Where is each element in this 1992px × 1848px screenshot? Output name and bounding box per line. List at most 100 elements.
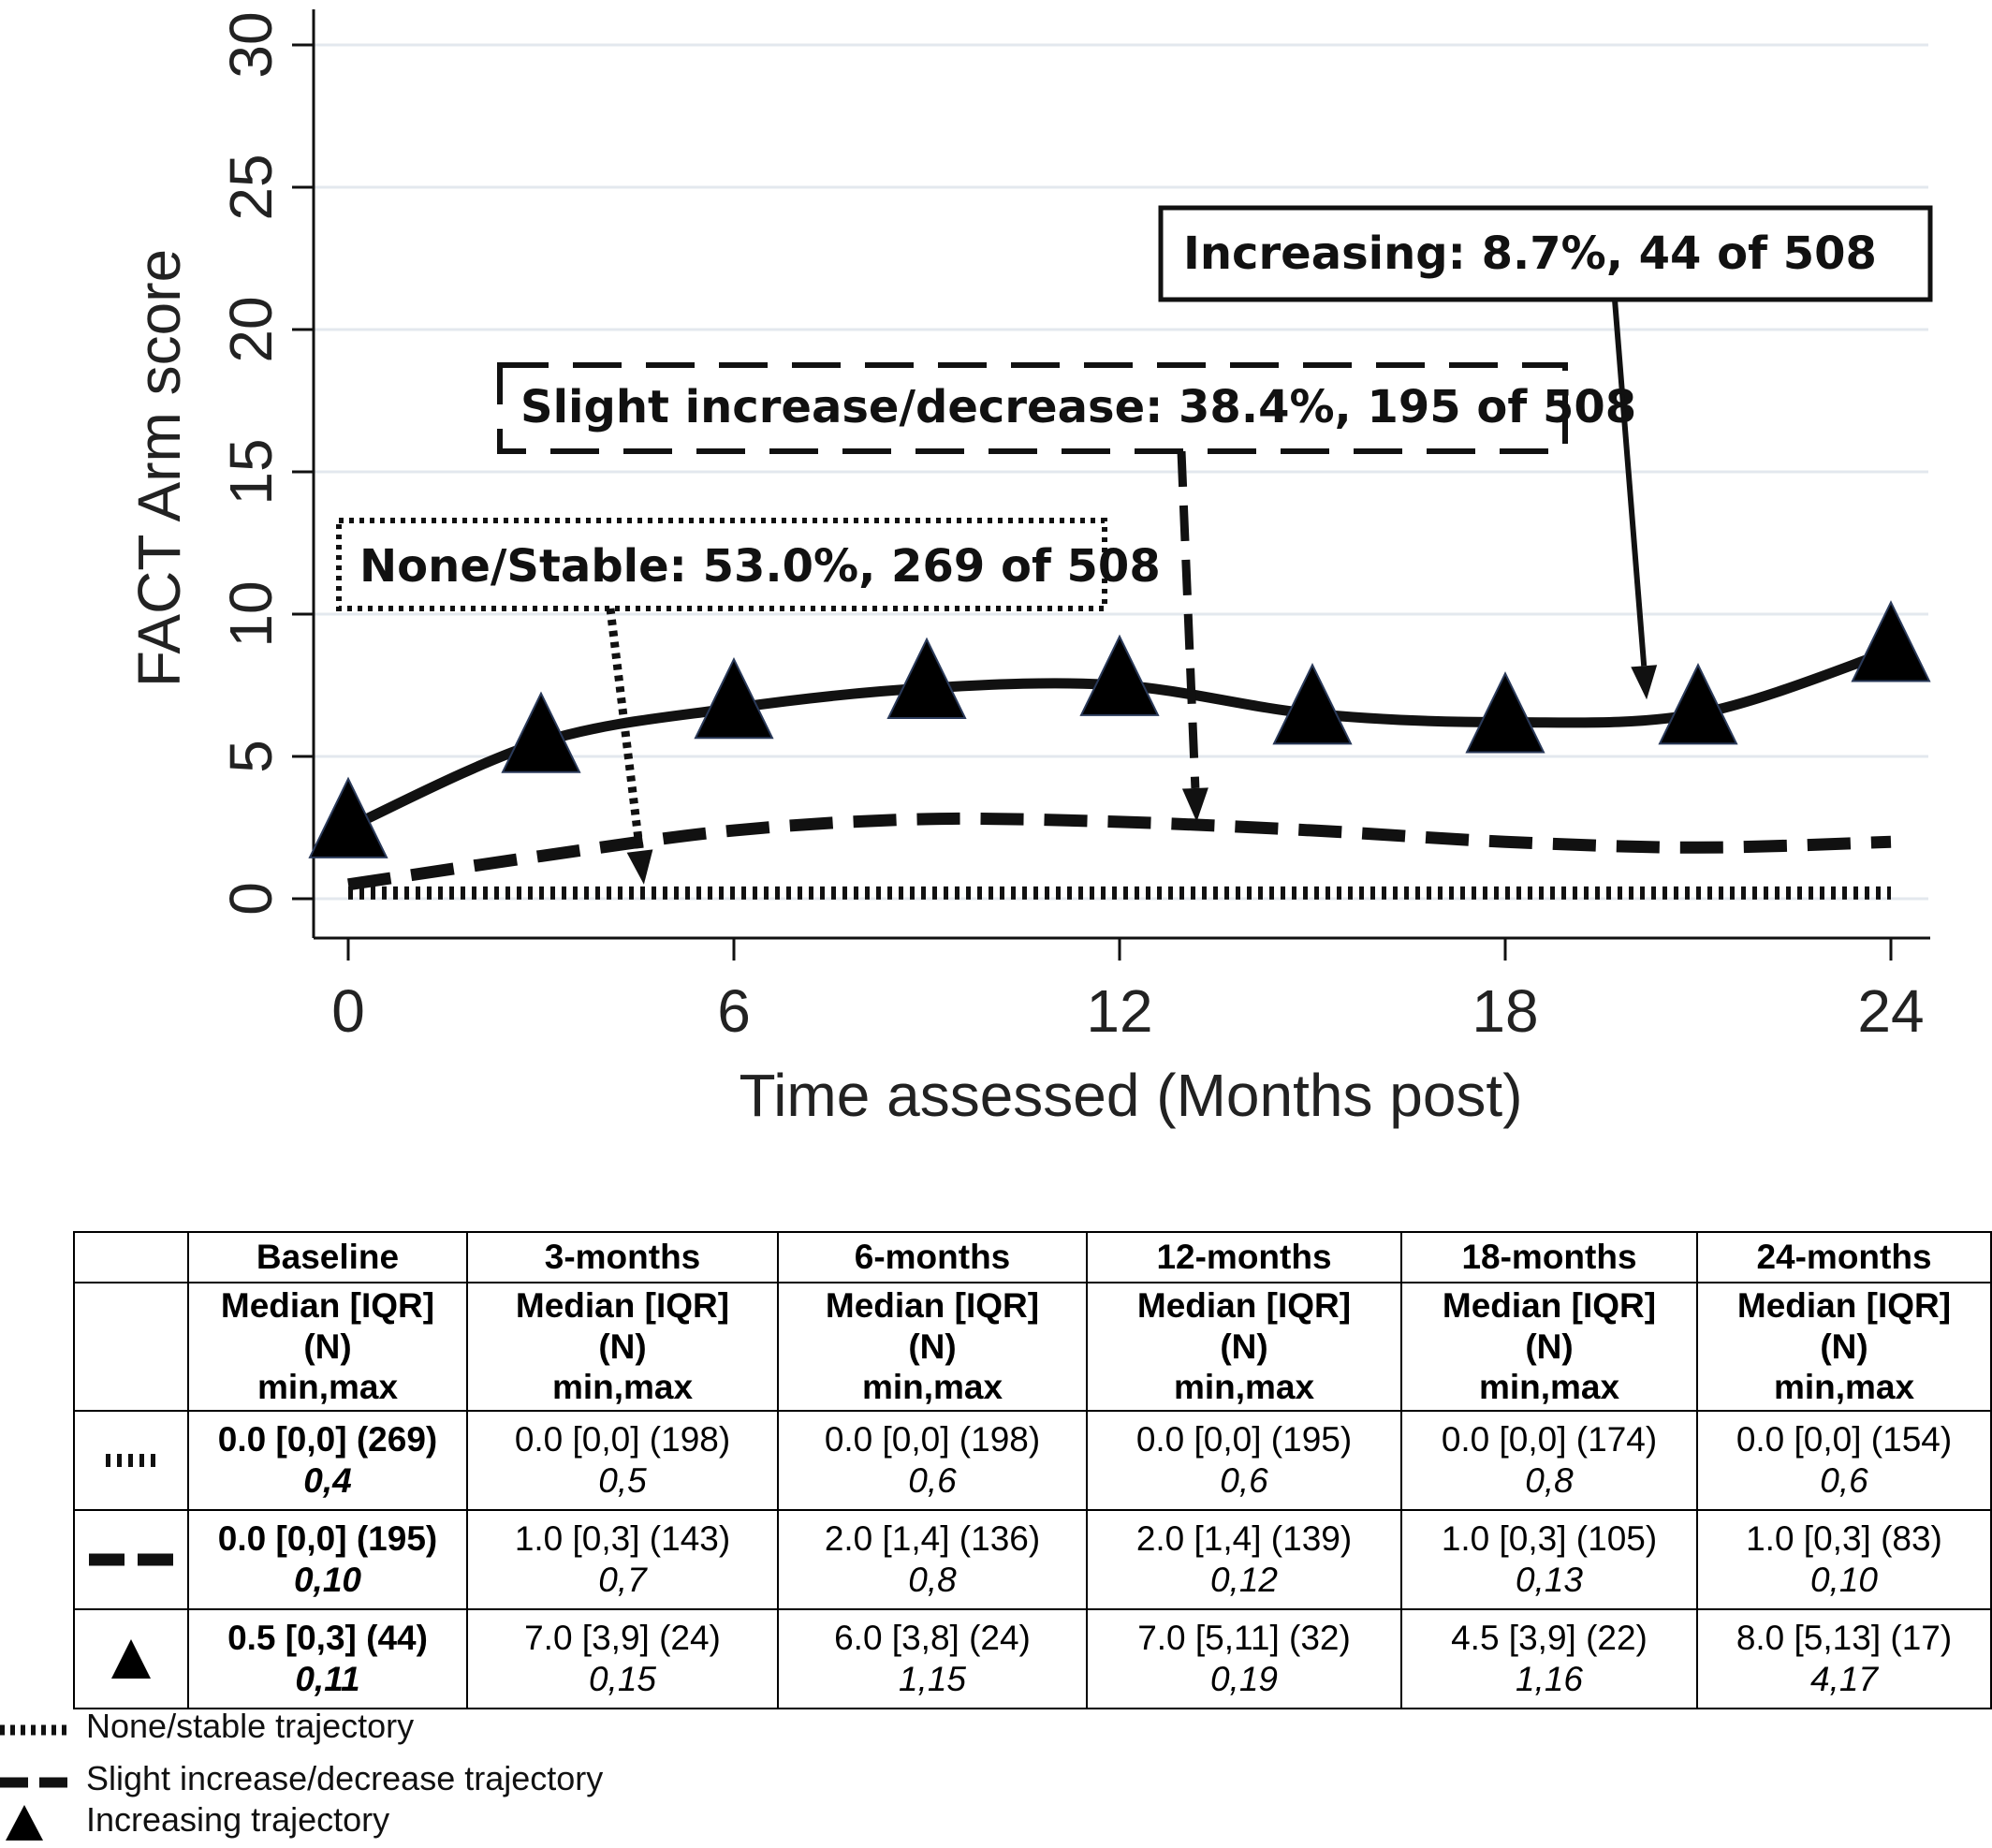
trajectory-symbol-cell bbox=[73, 1409, 189, 1511]
table-value-cell: 4.5 [3,9] (22) 1,16 bbox=[1400, 1607, 1698, 1709]
stat-header-line: Median [IQR] bbox=[515, 1286, 730, 1325]
median-iqr-n: 7.0 [3,9] (24) bbox=[524, 1619, 721, 1658]
median-iqr-n: 0.0 [0,0] (195) bbox=[1135, 1420, 1353, 1459]
annotation-box bbox=[1158, 205, 1933, 302]
table-value-cell: 0.0 [0,0] (195) 0,6 bbox=[1086, 1409, 1402, 1511]
table-row-increasing: 0.5 [0,3] (44) 0,11 7.0 [3,9] (24) 0,15 6.0 … bbox=[73, 1607, 1992, 1709]
median-iqr-n: 0.0 [0,0] (195) bbox=[217, 1519, 438, 1559]
axes bbox=[292, 9, 1930, 961]
increasing-point-marker bbox=[694, 656, 774, 740]
annotation-box bbox=[497, 362, 1568, 454]
y-tick-label: 20 bbox=[217, 296, 285, 362]
stat-header-line: (N) bbox=[303, 1327, 352, 1366]
table-value-cell: 2.0 [1,4] (139) 0,12 bbox=[1086, 1508, 1402, 1610]
y-tick-label: 25 bbox=[217, 154, 285, 220]
stat-header-line: min,max bbox=[551, 1368, 694, 1407]
trajectory-symbol-cell bbox=[73, 1508, 189, 1610]
min-max: 0,5 bbox=[598, 1460, 647, 1500]
table-header-cell: 3-months bbox=[466, 1231, 779, 1283]
min-max: 0,6 bbox=[1220, 1460, 1268, 1500]
median-iqr-n: 0.0 [0,0] (198) bbox=[824, 1420, 1041, 1459]
table-value-cell: 7.0 [5,11] (32) 0,19 bbox=[1086, 1607, 1402, 1709]
y-tick-label: 0 bbox=[217, 882, 285, 916]
stat-header-line: (N) bbox=[908, 1327, 957, 1366]
x-tick-label: 0 bbox=[331, 977, 365, 1045]
y-tick-label: 30 bbox=[217, 11, 285, 78]
annotation-arrow-head bbox=[626, 849, 653, 885]
annotation-arrow-line bbox=[1177, 450, 1200, 789]
table-header-cell: 18-months bbox=[1400, 1231, 1698, 1283]
x-tick-label: 12 bbox=[1086, 977, 1152, 1045]
median-iqr-n: 0.0 [0,0] (198) bbox=[514, 1420, 731, 1459]
median-iqr-n: 6.0 [3,8] (24) bbox=[834, 1619, 1031, 1658]
stat-header-line: (N) bbox=[1220, 1327, 1268, 1366]
triangle-symbol bbox=[6, 1805, 43, 1841]
stat-header-line: Median [IQR] bbox=[1736, 1286, 1952, 1325]
table-value-cell: 8.0 [5,13] (17) 4,17 bbox=[1696, 1607, 1992, 1709]
dashed-trajectory-icon bbox=[89, 1553, 173, 1566]
table-value-cell: 2.0 [1,4] (136) 0,8 bbox=[777, 1508, 1088, 1610]
table-header-row: Baseline 3-months 6-months 12-months 18-mont… bbox=[73, 1231, 1992, 1283]
y-tick-label: 10 bbox=[217, 580, 285, 647]
grid-lines bbox=[314, 43, 1928, 901]
stat-header-line: Median [IQR] bbox=[220, 1286, 435, 1325]
annotation-layer: Increasing: 8.7%, 44 of 508 Slight increa… bbox=[336, 205, 1933, 885]
stat-header-line: (N) bbox=[598, 1327, 647, 1366]
x-axis-title: Time assessed (Months post) bbox=[739, 1062, 1522, 1129]
table-value-cell: 0.0 [0,0] (269) 0,4 bbox=[187, 1409, 468, 1511]
median-iqr-n: 0.0 [0,0] (154) bbox=[1736, 1420, 1953, 1459]
triangle-trajectory-icon bbox=[111, 1638, 151, 1679]
min-max: 0,10 bbox=[293, 1560, 361, 1599]
min-max: 0,19 bbox=[1209, 1659, 1278, 1698]
increasing-point-marker bbox=[501, 691, 581, 773]
annotation-arrow-line bbox=[1612, 299, 1648, 667]
dashed-legend-icon bbox=[0, 1777, 69, 1788]
table-value-cell: 0.0 [0,0] (174) 0,8 bbox=[1400, 1409, 1698, 1511]
table-value-cell: 0.0 [0,0] (154) 0,6 bbox=[1696, 1409, 1992, 1511]
increasing-point-marker bbox=[1851, 600, 1931, 682]
median-iqr-n: 0.0 [0,0] (269) bbox=[217, 1420, 438, 1459]
trajectory-symbol-cell bbox=[73, 1607, 189, 1709]
min-max: 0,6 bbox=[1820, 1460, 1868, 1500]
stat-header-line: Median [IQR] bbox=[1442, 1286, 1657, 1325]
min-max: 0,10 bbox=[1809, 1560, 1878, 1599]
annotation-box bbox=[336, 518, 1107, 611]
stat-header-line: min,max bbox=[1478, 1368, 1620, 1407]
median-iqr-n: 2.0 [1,4] (136) bbox=[824, 1519, 1041, 1559]
table-value-cell: 7.0 [3,9] (24) 0,15 bbox=[466, 1607, 779, 1709]
table-value-cell: 6.0 [3,8] (24) 1,15 bbox=[777, 1607, 1088, 1709]
table-row-slight-change: 0.0 [0,0] (195) 0,10 1.0 [0,3] (143) 0,7 2.0… bbox=[73, 1508, 1992, 1610]
table-stat-header-cell: Median [IQR] (N) min,max bbox=[466, 1282, 779, 1412]
table-stat-header-row: Median [IQR] (N) min,max Median [IQR] (N) min… bbox=[73, 1282, 1992, 1412]
table-corner-cell bbox=[73, 1231, 189, 1283]
median-iqr-n: 2.0 [1,4] (139) bbox=[1135, 1519, 1353, 1559]
increasing-point-marker bbox=[886, 637, 967, 719]
table-corner-cell bbox=[73, 1282, 189, 1412]
stat-header-line: Median [IQR] bbox=[1136, 1286, 1352, 1325]
annotation-arrow-head bbox=[1631, 665, 1658, 700]
min-max: 0,8 bbox=[908, 1560, 957, 1599]
stat-header-line: (N) bbox=[1525, 1327, 1574, 1366]
increasing-point-marker bbox=[1272, 663, 1353, 745]
increasing-point-marker bbox=[1465, 671, 1545, 754]
stat-header-line: (N) bbox=[1820, 1327, 1868, 1366]
y-tick-label: 5 bbox=[217, 740, 285, 773]
annotation-text: Increasing: 8.7%, 44 of 508 bbox=[1183, 227, 1877, 280]
x-tick-label: 24 bbox=[1857, 977, 1924, 1045]
dotted-legend-icon bbox=[0, 1724, 69, 1736]
table-header-cell: 24-months bbox=[1696, 1231, 1992, 1283]
annotation-arrow-line bbox=[606, 608, 644, 852]
table-row-none-stable: 0.0 [0,0] (269) 0,4 0.0 [0,0] (198) 0,5 0.0 … bbox=[73, 1409, 1992, 1511]
min-max: 0,8 bbox=[1525, 1460, 1574, 1500]
min-max: 0,13 bbox=[1515, 1560, 1583, 1599]
table-stat-header-cell: Median [IQR] (N) min,max bbox=[1400, 1282, 1698, 1412]
table-value-cell: 1.0 [0,3] (83) 0,10 bbox=[1696, 1508, 1992, 1610]
table-stat-header-cell: Median [IQR] (N) min,max bbox=[1086, 1282, 1402, 1412]
table-header-cell: 6-months bbox=[777, 1231, 1088, 1283]
increasing-point-marker bbox=[1658, 663, 1738, 745]
min-max: 0,15 bbox=[588, 1659, 656, 1698]
table-stat-header-cell: Median [IQR] (N) min,max bbox=[187, 1282, 468, 1412]
y-tick-label: 15 bbox=[217, 438, 285, 505]
min-max: 0,4 bbox=[303, 1460, 352, 1500]
increasing-point-marker bbox=[308, 776, 388, 858]
